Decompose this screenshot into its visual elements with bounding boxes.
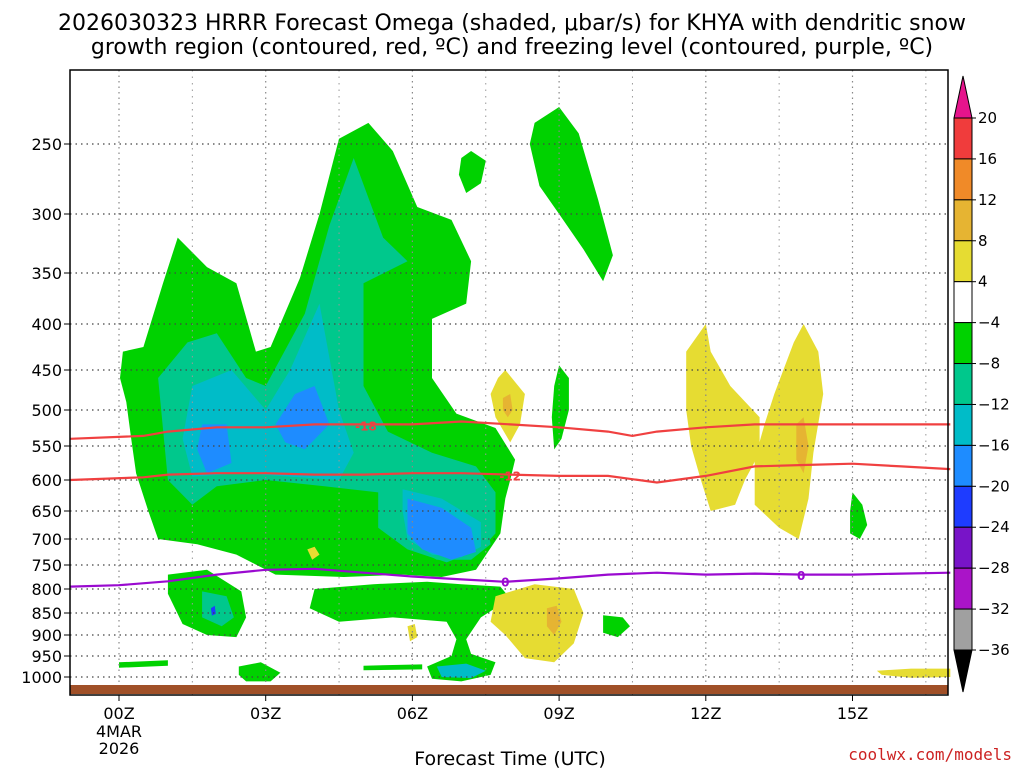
colorbar-band xyxy=(953,240,973,283)
y-tick-label-850: 850 xyxy=(31,604,62,623)
shade-sliver-15z-green xyxy=(850,492,868,539)
shade-yellow-8z-low xyxy=(490,584,584,663)
contour-label-dgz-minus12: -12 xyxy=(499,469,521,483)
omega-shaded-regions xyxy=(119,107,951,682)
shade-yellow-small-07z xyxy=(407,624,418,642)
colorbar-label: −24 xyxy=(978,518,1010,536)
site-credit: coolwx.com/models xyxy=(848,745,1012,764)
x-tick-label-09Z: 09Z xyxy=(543,704,574,723)
colorbar: 20 16 12 8 4 −4 −8 −12 −16 −20 −24 −28 −32 −36 xyxy=(953,75,1010,693)
y-axis-pressure: 250 300 350 400 450 500 550 600 650 700 750 800 850 9… xyxy=(21,135,70,687)
x-axis-label: Forecast Time (UTC) xyxy=(414,748,605,768)
colorbar-band xyxy=(953,403,973,446)
y-tick-label-900: 900 xyxy=(31,626,62,645)
shade-upper-blue-2 xyxy=(275,386,330,450)
x-tick-label-15Z: 15Z xyxy=(837,704,868,723)
y-tick-label-650: 650 xyxy=(31,502,62,521)
shade-yellow-small-04z xyxy=(307,546,320,560)
x-tick-label-12Z: 12Z xyxy=(690,704,721,723)
colorbar-band xyxy=(953,281,973,324)
colorbar-bottom-arrow xyxy=(953,649,973,693)
colorbar-label: 20 xyxy=(978,109,997,127)
x-tick-label-00Z: 00Z xyxy=(103,704,134,723)
chart-title-line-2: growth region (contoured, red, ºC) and f… xyxy=(91,35,933,60)
surface-bar xyxy=(70,685,948,694)
y-tick-label-750: 750 xyxy=(31,556,62,575)
colorbar-band xyxy=(953,158,973,201)
colorbar-label: −20 xyxy=(978,477,1010,495)
shade-surface-sliver-mid xyxy=(363,664,423,671)
y-tick-label-300: 300 xyxy=(31,205,62,224)
shade-surface-blob-green xyxy=(238,662,281,682)
contour-dgz-minus18 xyxy=(70,420,951,440)
shade-small-upper-green xyxy=(458,151,486,193)
shade-low-level-green xyxy=(309,581,511,682)
colorbar-band xyxy=(953,117,973,160)
shade-column-9z-green xyxy=(551,365,569,450)
colorbar-band xyxy=(953,526,973,569)
plot-frame xyxy=(69,69,949,696)
shade-yellow-8z-low-core xyxy=(546,605,562,635)
shade-yellow-14z-core xyxy=(796,417,809,474)
colorbar-label: 4 xyxy=(978,273,988,291)
y-tick-label-700: 700 xyxy=(31,530,62,549)
shade-yellow-14z xyxy=(754,324,824,539)
shade-yellow-12z xyxy=(686,324,760,511)
colorbar-label: −16 xyxy=(978,436,1010,454)
shade-lower-blue xyxy=(407,498,476,560)
colorbar-label: −28 xyxy=(978,559,1010,577)
contours: -18 -12 0 0 xyxy=(70,419,951,589)
contour-freezing-level-0 xyxy=(70,567,951,588)
y-tick-label-500: 500 xyxy=(31,401,62,420)
colorbar-label: −8 xyxy=(978,355,1000,373)
chart-title-line-1: 2026030323 HRRR Forecast Omega (shaded, … xyxy=(58,11,966,36)
colorbar-label: −12 xyxy=(978,395,1010,413)
x-tick-label-03Z: 03Z xyxy=(250,704,281,723)
colorbar-band xyxy=(953,199,973,242)
colorbar-label: −36 xyxy=(978,641,1010,659)
colorbar-band xyxy=(953,444,973,487)
shade-lower-left-blue-dot xyxy=(210,605,216,616)
colorbar-band xyxy=(953,322,973,365)
shade-yellow-surface-16z xyxy=(876,668,951,678)
contour-dgz-minus12 xyxy=(70,462,951,484)
x-tick-sublabel: 2026 xyxy=(99,739,140,758)
x-tick-label-06Z: 06Z xyxy=(397,704,428,723)
colorbar-band xyxy=(953,363,973,405)
shade-lower-left-teal xyxy=(202,591,234,627)
y-tick-label-800: 800 xyxy=(31,580,62,599)
shade-upper-right-green xyxy=(529,107,613,282)
colorbar-band xyxy=(953,485,973,528)
x-tick-sublabel: 4MAR xyxy=(96,722,142,741)
colorbar-label: 16 xyxy=(978,150,997,168)
y-tick-label-350: 350 xyxy=(31,264,62,283)
gridlines xyxy=(70,70,948,695)
shade-upper-blue xyxy=(197,424,232,474)
y-tick-label-950: 950 xyxy=(31,647,62,666)
shade-surface-sliver-left xyxy=(119,660,168,668)
y-tick-label-400: 400 xyxy=(31,315,62,334)
contour-label-freezing-level-0: 0 xyxy=(501,575,509,589)
colorbar-label: −32 xyxy=(978,600,1010,618)
y-tick-label-600: 600 xyxy=(31,471,62,490)
shade-surface-blob-cyan xyxy=(436,663,486,679)
shade-blob-10z-green xyxy=(603,615,630,638)
y-tick-label-250: 250 xyxy=(31,135,62,154)
colorbar-label: −4 xyxy=(978,314,1000,332)
colorbar-label: 12 xyxy=(978,191,997,209)
shade-yellow-8z-core xyxy=(502,394,513,418)
y-tick-label-450: 450 xyxy=(31,361,62,380)
colorbar-band xyxy=(953,608,973,651)
y-tick-label-550: 550 xyxy=(31,437,62,456)
colorbar-label: 8 xyxy=(978,232,988,250)
plot-area: -18 -12 0 0 xyxy=(69,69,951,696)
colorbar-band xyxy=(953,567,973,610)
contour-label-freezing-level-0-2: 0 xyxy=(797,569,805,583)
y-tick-label-1000: 1000 xyxy=(21,668,62,687)
contour-label-dgz-minus18: -18 xyxy=(355,419,377,433)
colorbar-top-arrow xyxy=(953,75,973,119)
